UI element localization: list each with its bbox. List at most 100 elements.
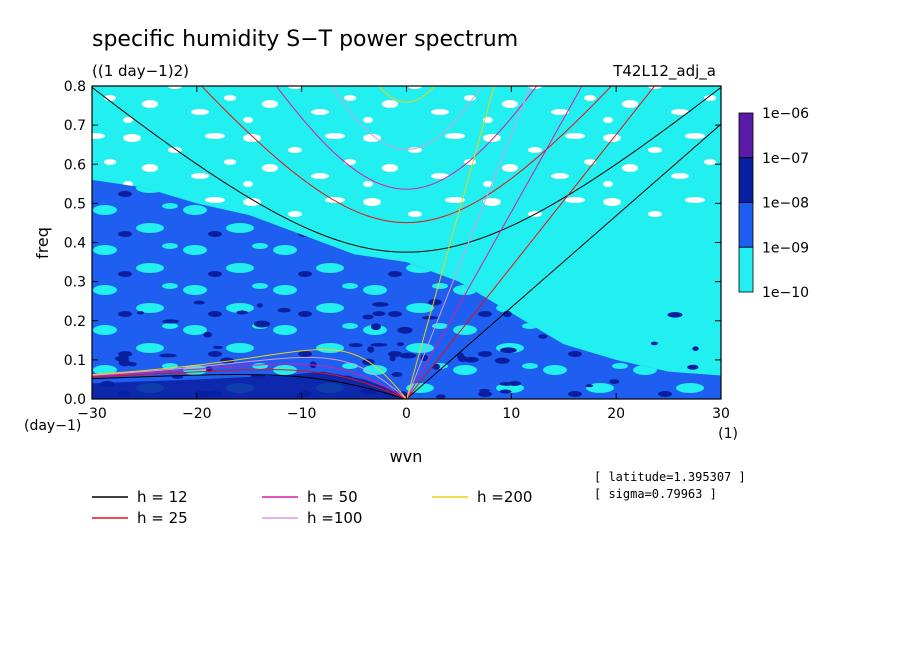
- kelvin-curve-100: [406, 86, 532, 399]
- dispersion-curves: [92, 86, 721, 399]
- field-patch: [494, 357, 510, 364]
- x-tick-label: 20: [607, 406, 625, 422]
- field-patch: [253, 320, 271, 328]
- field-patch: [499, 382, 514, 386]
- legend-label-50: h = 50: [307, 488, 358, 506]
- field-patch: [432, 363, 441, 370]
- y-tick-label: 0.4: [64, 236, 86, 252]
- colorbar-swatch: [738, 202, 754, 248]
- power-field: [92, 86, 721, 399]
- field-band-blue-texture: [92, 179, 721, 399]
- rossby-curve-100: [92, 356, 407, 399]
- latitude-info: [ latitude=1.395307 ]: [594, 470, 746, 484]
- field-patch: [692, 346, 699, 351]
- y-tick-label: 0.6: [64, 157, 86, 173]
- kelvin-curve-50: [406, 86, 583, 399]
- y-axis-unit: (day−1): [24, 418, 81, 434]
- field-band-navy: [92, 371, 407, 399]
- rossby-curve-200: [92, 349, 407, 399]
- x-axis-label: wvn: [390, 447, 423, 466]
- run-label: T42L12_adj_a: [612, 62, 716, 81]
- field-patch: [348, 343, 363, 348]
- field-patch: [609, 379, 620, 384]
- colorbar-label: 1e−09: [762, 240, 809, 256]
- y-tick-label: 0.1: [64, 353, 86, 369]
- field-patch: [118, 359, 131, 367]
- field-patch: [499, 389, 512, 394]
- rossby-curve-12: [92, 374, 407, 399]
- field-patch: [372, 302, 389, 307]
- field-patch: [435, 394, 446, 399]
- field-patch: [370, 323, 381, 331]
- field-patch: [389, 355, 396, 362]
- y-axis: 0.0 0.1 0.2 0.3 0.4 0.5 0.6 0.7 0.8: [64, 79, 721, 408]
- legend-label-25: h = 25: [137, 509, 188, 527]
- field-patch: [585, 384, 594, 388]
- sigma-info: [ sigma=0.79963 ]: [594, 487, 717, 501]
- x-tick-label: −10: [287, 406, 317, 422]
- y-axis-label: freq: [33, 227, 52, 259]
- x-tick-label: −20: [182, 406, 212, 422]
- field-patch: [372, 311, 386, 317]
- gravity-curve-50: [275, 86, 538, 190]
- y-tick-label: 0.5: [64, 196, 86, 212]
- field-patch: [236, 310, 248, 315]
- field-patch: [256, 303, 263, 308]
- field-patch: [277, 307, 291, 313]
- y-tick-label: 0.2: [64, 314, 86, 330]
- gravity-curve-200: [378, 86, 435, 103]
- field-patch: [397, 326, 413, 334]
- field-patch: [479, 388, 490, 393]
- x-tick-label: 30: [712, 406, 730, 422]
- field-patch: [162, 319, 180, 324]
- field-patch: [360, 389, 378, 395]
- field-patch: [667, 312, 683, 318]
- colorbar: 1e−06 1e−07 1e−08 1e−09 1e−10: [738, 106, 809, 301]
- field-patch: [499, 347, 517, 354]
- kelvin-curve-200: [406, 86, 495, 399]
- gravity-curve-25: [200, 86, 613, 224]
- field-patch: [171, 375, 184, 379]
- kelvin-curve-12: [406, 123, 721, 399]
- x-axis: −30 −20 −10 0 10 20 30: [77, 86, 730, 422]
- y-tick-label: 0.8: [64, 79, 86, 95]
- field-patch: [296, 393, 304, 399]
- plot-area: [92, 86, 721, 399]
- field-patch: [362, 314, 374, 320]
- x-tick-label: 0: [402, 406, 411, 422]
- gravity-curve-100: [331, 86, 482, 150]
- chart-title: specific humidity S−T power spectrum: [92, 27, 518, 52]
- gravity-curve-12: [92, 86, 721, 253]
- field-patch: [421, 315, 438, 320]
- legend: h = 12 h = 25 h = 50 h =100 h =200: [92, 488, 532, 527]
- legend-label-200: h =200: [477, 488, 532, 506]
- field-patch: [396, 342, 405, 347]
- colorbar-label: 1e−06: [762, 106, 809, 122]
- field-patch: [194, 393, 202, 397]
- chart-subtitle: ((1 day−1)2): [92, 62, 189, 80]
- legend-label-12: h = 12: [137, 488, 188, 506]
- field-patch: [391, 371, 403, 378]
- field-patch: [538, 334, 548, 339]
- colorbar-label: 1e−10: [762, 285, 809, 301]
- colorbar-swatch: [738, 112, 754, 159]
- field-patch: [212, 345, 223, 349]
- field-patch: [463, 356, 479, 363]
- x-axis-unit: (1): [718, 426, 738, 442]
- colorbar-swatch: [738, 157, 754, 203]
- rossby-curve-50: [92, 363, 407, 399]
- x-tick-label: 10: [502, 406, 520, 422]
- colorbar-label: 1e−07: [762, 151, 809, 167]
- field-patch: [370, 343, 388, 347]
- field-patch: [193, 300, 205, 305]
- x-tick-label: −30: [77, 406, 107, 422]
- field-patch: [428, 299, 442, 306]
- colorbar-swatch: [738, 246, 754, 293]
- field-patch: [203, 331, 213, 338]
- y-tick-label: 0.3: [64, 275, 86, 291]
- field-patch: [159, 353, 177, 358]
- kelvin-curve-25: [406, 86, 656, 399]
- field-patch: [367, 346, 375, 353]
- field-patch: [456, 352, 464, 360]
